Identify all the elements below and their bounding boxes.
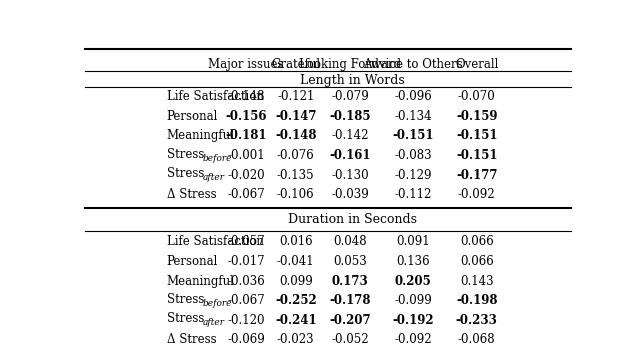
- Text: Grateful: Grateful: [271, 58, 321, 71]
- Text: 0.143: 0.143: [460, 275, 493, 287]
- Text: -0.151: -0.151: [392, 129, 434, 142]
- Text: Length in Words: Length in Words: [300, 74, 405, 87]
- Text: -0.106: -0.106: [277, 188, 315, 201]
- Text: 0.066: 0.066: [460, 255, 493, 268]
- Text: -0.121: -0.121: [277, 90, 314, 103]
- Text: -0.120: -0.120: [227, 314, 265, 327]
- Text: Life Satisfaction: Life Satisfaction: [167, 235, 264, 249]
- Text: Overall: Overall: [455, 58, 499, 71]
- Text: 0.205: 0.205: [395, 275, 432, 287]
- Text: after: after: [203, 318, 225, 327]
- Text: Personal: Personal: [167, 255, 218, 268]
- Text: -0.130: -0.130: [332, 168, 369, 181]
- Text: -0.135: -0.135: [277, 168, 315, 181]
- Text: -0.151: -0.151: [456, 129, 497, 142]
- Text: -0.099: -0.099: [394, 294, 432, 307]
- Text: before: before: [203, 154, 232, 163]
- Text: -0.079: -0.079: [332, 90, 369, 103]
- Text: -0.134: -0.134: [394, 110, 432, 123]
- Text: -0.092: -0.092: [458, 188, 495, 201]
- Text: -0.233: -0.233: [456, 314, 498, 327]
- Text: -0.067: -0.067: [227, 188, 265, 201]
- Text: -0.017: -0.017: [227, 255, 265, 268]
- Text: Life Satisfaction: Life Satisfaction: [167, 90, 264, 103]
- Text: -0.001: -0.001: [227, 149, 265, 162]
- Text: -0.069: -0.069: [227, 333, 265, 346]
- Text: -0.148: -0.148: [275, 129, 317, 142]
- Text: Advice to Others: Advice to Others: [364, 58, 463, 71]
- Text: -0.057: -0.057: [227, 235, 265, 249]
- Text: 0.136: 0.136: [397, 255, 430, 268]
- Text: 0.053: 0.053: [333, 255, 367, 268]
- Text: 0.173: 0.173: [332, 275, 369, 287]
- Text: -0.147: -0.147: [275, 110, 317, 123]
- Text: -0.151: -0.151: [456, 149, 497, 162]
- Text: Looking Forward: Looking Forward: [300, 58, 401, 71]
- Text: -0.142: -0.142: [332, 129, 369, 142]
- Text: -0.083: -0.083: [394, 149, 432, 162]
- Text: Major issues: Major issues: [209, 58, 284, 71]
- Text: Stress: Stress: [167, 293, 204, 306]
- Text: Δ Stress: Δ Stress: [167, 188, 216, 201]
- Text: Stress: Stress: [167, 312, 204, 325]
- Text: Δ Stress: Δ Stress: [167, 333, 216, 346]
- Text: -0.112: -0.112: [395, 188, 432, 201]
- Text: -0.039: -0.039: [332, 188, 369, 201]
- Text: -0.185: -0.185: [330, 110, 371, 123]
- Text: -0.161: -0.161: [330, 149, 371, 162]
- Text: Meaningful: Meaningful: [167, 129, 235, 142]
- Text: -0.023: -0.023: [277, 333, 315, 346]
- Text: 0.016: 0.016: [279, 235, 312, 249]
- Text: -0.092: -0.092: [394, 333, 432, 346]
- Text: 0.048: 0.048: [333, 235, 367, 249]
- Text: -0.036: -0.036: [227, 275, 265, 287]
- Text: -0.076: -0.076: [277, 149, 315, 162]
- Text: Stress: Stress: [167, 167, 204, 180]
- Text: 0.066: 0.066: [460, 235, 493, 249]
- Text: -0.070: -0.070: [458, 90, 495, 103]
- Text: -0.177: -0.177: [456, 168, 497, 181]
- Text: -0.252: -0.252: [275, 294, 317, 307]
- Text: -0.159: -0.159: [456, 110, 497, 123]
- Text: before: before: [203, 299, 232, 308]
- Text: -0.241: -0.241: [275, 314, 317, 327]
- Text: -0.181: -0.181: [225, 129, 267, 142]
- Text: 0.091: 0.091: [397, 235, 430, 249]
- Text: -0.020: -0.020: [227, 168, 265, 181]
- Text: -0.148: -0.148: [227, 90, 265, 103]
- Text: -0.207: -0.207: [330, 314, 371, 327]
- Text: -0.156: -0.156: [225, 110, 267, 123]
- Text: 0.099: 0.099: [279, 275, 312, 287]
- Text: after: after: [203, 173, 225, 182]
- Text: Duration in Seconds: Duration in Seconds: [288, 213, 417, 226]
- Text: -0.068: -0.068: [458, 333, 495, 346]
- Text: -0.129: -0.129: [395, 168, 432, 181]
- Text: Stress: Stress: [167, 148, 204, 161]
- Text: -0.052: -0.052: [332, 333, 369, 346]
- Text: Meaningful: Meaningful: [167, 275, 235, 287]
- Text: -0.178: -0.178: [330, 294, 371, 307]
- Text: -0.192: -0.192: [392, 314, 434, 327]
- Text: -0.096: -0.096: [394, 90, 432, 103]
- Text: -0.198: -0.198: [456, 294, 497, 307]
- Text: -0.041: -0.041: [277, 255, 315, 268]
- Text: -0.067: -0.067: [227, 294, 265, 307]
- Text: Personal: Personal: [167, 110, 218, 123]
